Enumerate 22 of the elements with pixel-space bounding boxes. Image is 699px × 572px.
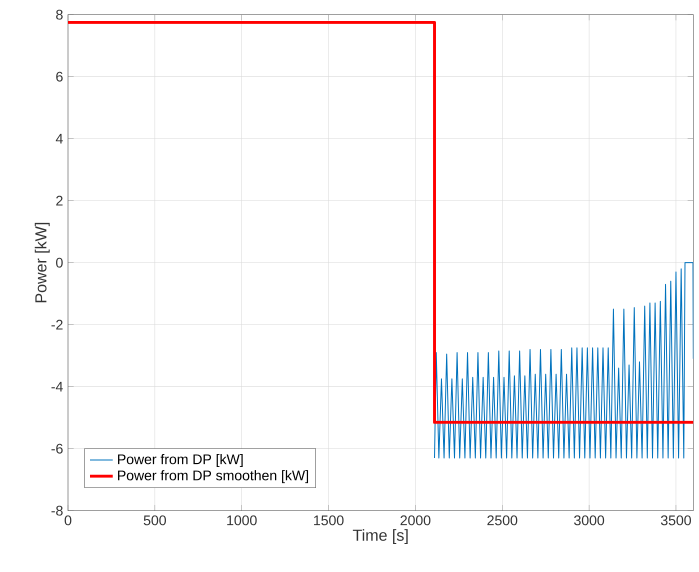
x-axis-title: Time [s] xyxy=(352,529,408,544)
x-tick-label: 3500 xyxy=(660,515,691,526)
y-tick-label: 4 xyxy=(56,134,63,144)
y-tick-label: -6 xyxy=(51,444,63,454)
x-tick-label: 1000 xyxy=(227,515,257,526)
x-tick-label: 2500 xyxy=(487,515,518,526)
y-tick-label: -8 xyxy=(51,506,63,516)
x-tick-label: 0 xyxy=(64,515,72,526)
line-series xyxy=(434,262,694,458)
x-tick-label: 3000 xyxy=(574,515,604,526)
x-tick-label: 2000 xyxy=(400,515,430,526)
y-tick-label: 2 xyxy=(56,196,63,206)
y-tick-label: 0 xyxy=(56,258,63,268)
x-tick-label: 500 xyxy=(144,515,166,526)
legend-label: Power from DP smoothen [kW] xyxy=(118,470,308,484)
y-tick-label: 8 xyxy=(56,10,63,20)
y-tick-label: -4 xyxy=(51,382,63,392)
x-tick-label: 1500 xyxy=(314,515,344,526)
legend-label: Power from DP [kW] xyxy=(118,454,243,468)
y-tick-label: -2 xyxy=(51,320,63,330)
y-tick-label: 6 xyxy=(56,72,63,82)
y-axis-title: Power [kW] xyxy=(34,222,50,302)
